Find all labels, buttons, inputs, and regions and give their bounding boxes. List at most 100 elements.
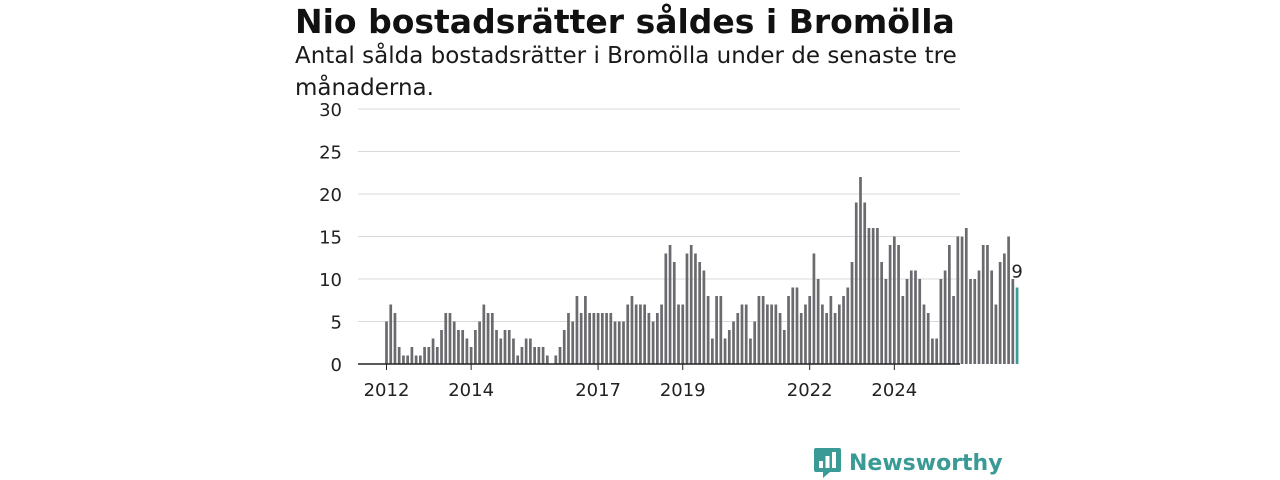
bar [880, 262, 883, 364]
bar [973, 279, 977, 364]
bar [926, 313, 930, 364]
bar [960, 236, 964, 364]
bar [922, 304, 926, 364]
bar [622, 321, 625, 364]
bar [457, 330, 460, 364]
bar [897, 245, 900, 364]
bar [740, 304, 744, 364]
y-tick-label: 25 [319, 143, 342, 164]
bar [964, 228, 968, 364]
bar [867, 228, 871, 364]
y-tick-label: 5 [331, 313, 342, 334]
bar [948, 245, 951, 364]
bar [918, 279, 922, 364]
bar [605, 313, 608, 364]
bar [804, 304, 807, 364]
bar [609, 313, 613, 364]
bar [884, 279, 888, 364]
bar [905, 279, 909, 364]
bar [943, 270, 947, 364]
bar [529, 338, 532, 364]
bar [677, 304, 680, 364]
bar [782, 330, 786, 364]
bar [791, 287, 795, 364]
bar [440, 330, 443, 364]
bar [821, 304, 824, 364]
bar [448, 313, 452, 364]
bar [643, 304, 647, 364]
bar [397, 347, 401, 364]
bar [732, 321, 735, 364]
bar [520, 347, 524, 364]
bar [846, 287, 850, 364]
bar [744, 304, 748, 364]
bar [787, 296, 790, 364]
bar [892, 236, 896, 364]
x-tick-label: 2022 [787, 380, 833, 401]
bar [723, 338, 727, 364]
bar [990, 270, 994, 364]
bar [1003, 253, 1006, 364]
y-tick-label: 15 [319, 228, 342, 249]
x-tick-label: 2014 [448, 380, 494, 401]
bar [634, 304, 638, 364]
x-tick-label: 2019 [660, 380, 706, 401]
bar [914, 270, 917, 364]
bar [571, 321, 575, 364]
bar [698, 262, 702, 364]
bar [859, 177, 862, 364]
bar [567, 313, 570, 364]
bar [431, 338, 435, 364]
bar [876, 228, 879, 364]
bar [474, 330, 477, 364]
bar [668, 245, 672, 364]
bar [711, 338, 714, 364]
bar [816, 279, 820, 364]
bar [461, 330, 465, 364]
bar [427, 347, 431, 364]
bar [512, 338, 515, 364]
bar [749, 338, 752, 364]
bar [956, 236, 960, 364]
chart-title: Nio bostadsrätter såldes i Bromölla [295, 2, 955, 41]
bar [584, 296, 587, 364]
bar [812, 253, 816, 364]
bar [753, 321, 757, 364]
bar [842, 296, 845, 364]
x-tick-label: 2012 [364, 380, 410, 401]
y-tick-label: 20 [319, 185, 342, 206]
bar [478, 321, 481, 364]
bar [681, 304, 685, 364]
bar [664, 253, 668, 364]
bar [613, 321, 617, 364]
bar [909, 270, 913, 364]
bar [871, 228, 875, 364]
bar [651, 321, 655, 364]
bar [994, 304, 998, 364]
bar [410, 347, 414, 364]
bar [778, 313, 782, 364]
bar [495, 330, 498, 364]
bar [558, 347, 562, 364]
bar [393, 313, 397, 364]
bar [931, 338, 934, 364]
bar [808, 296, 812, 364]
bar [537, 347, 541, 364]
x-axis: 2012 2014 2017 2019 2022 2024 [358, 363, 960, 401]
newsworthy-brand: Newsworthy [813, 446, 1003, 480]
bar [952, 296, 955, 364]
bar [588, 313, 591, 364]
x-tick-label: 2017 [575, 380, 621, 401]
bar [533, 347, 536, 364]
bar [490, 313, 494, 364]
bar [854, 202, 858, 364]
bar [516, 355, 520, 364]
bar [901, 296, 905, 364]
bar [736, 313, 740, 364]
bar [545, 355, 549, 364]
bar [850, 262, 854, 364]
bar [592, 313, 596, 364]
y-tick-label: 30 [319, 100, 342, 121]
bar [694, 253, 697, 364]
